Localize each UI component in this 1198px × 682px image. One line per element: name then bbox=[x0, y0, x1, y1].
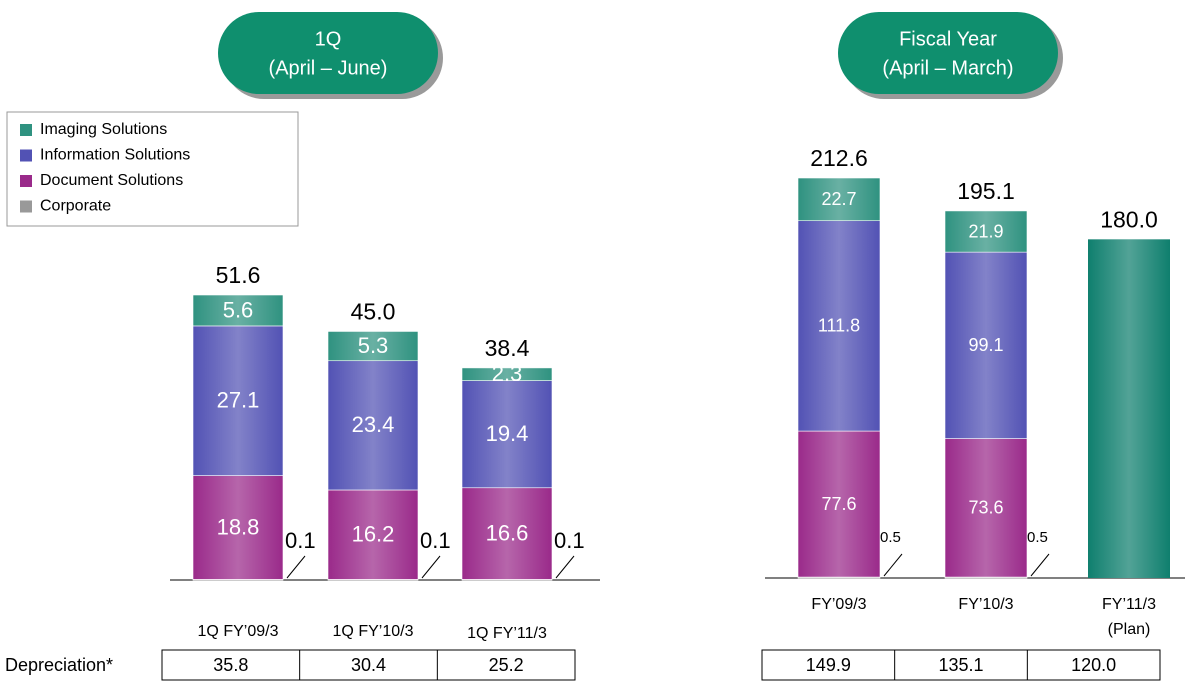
bar-shine bbox=[1088, 239, 1170, 578]
leader-line bbox=[286, 555, 306, 579]
segment-label: 99.1 bbox=[968, 335, 1003, 355]
total-label: 51.6 bbox=[216, 262, 261, 288]
segment-label: 19.4 bbox=[486, 421, 529, 446]
segment-label: 16.6 bbox=[486, 520, 529, 545]
corporate-label: 0.1 bbox=[554, 528, 585, 553]
bar-shine bbox=[945, 210, 1027, 253]
bar-shine bbox=[462, 487, 552, 580]
corporate-label: 0.5 bbox=[1027, 529, 1048, 546]
table-cell: 30.4 bbox=[351, 655, 386, 675]
table-box bbox=[161, 649, 576, 681]
legend-swatch bbox=[20, 200, 32, 213]
chart-title: 1Q bbox=[315, 28, 342, 50]
bar-shine bbox=[328, 360, 418, 490]
category-label: 1Q FY’10/3 bbox=[333, 623, 414, 640]
table-cell: 135.1 bbox=[938, 655, 983, 675]
legend-label: Information Solutions bbox=[40, 147, 190, 164]
chart-title: Fiscal Year bbox=[899, 28, 997, 50]
leader-line bbox=[555, 555, 575, 579]
table-box bbox=[761, 649, 1161, 681]
bar-shine bbox=[328, 331, 418, 361]
table-cell: 35.8 bbox=[213, 655, 248, 675]
total-label: 38.4 bbox=[485, 335, 530, 361]
chart-subtitle: (April – March) bbox=[882, 57, 1013, 79]
total-label: 45.0 bbox=[351, 299, 396, 325]
segment-label: 21.9 bbox=[968, 221, 1003, 241]
total-label: 180.0 bbox=[1100, 206, 1158, 232]
chart-subtitle: (April – June) bbox=[269, 57, 388, 79]
table-cell: 120.0 bbox=[1071, 655, 1116, 675]
bar-shine bbox=[945, 577, 1027, 578]
total-label: 212.6 bbox=[810, 145, 868, 171]
segment-label: 27.1 bbox=[217, 388, 260, 413]
segment-label: 111.8 bbox=[818, 316, 860, 336]
bar-shine bbox=[798, 220, 880, 432]
segment-label: 2.3 bbox=[492, 361, 523, 386]
bar-shine bbox=[945, 252, 1027, 439]
legend-swatch bbox=[20, 175, 32, 187]
bar-shine bbox=[798, 178, 880, 221]
segment-label: 5.6 bbox=[223, 297, 254, 322]
leader-line bbox=[883, 553, 903, 577]
table-cell: 25.2 bbox=[489, 655, 524, 675]
corporate-label: 0.5 bbox=[880, 529, 901, 546]
segment-label: 77.6 bbox=[821, 494, 856, 514]
leader-line bbox=[1030, 553, 1050, 577]
category-label: FY’11/3 bbox=[1102, 596, 1156, 613]
segment-label: 5.3 bbox=[358, 333, 389, 358]
bar-shine bbox=[462, 367, 552, 381]
segment-label: 73.6 bbox=[968, 498, 1003, 518]
category-label: FY’10/3 bbox=[958, 596, 1013, 613]
category-label: 1Q FY’09/3 bbox=[198, 623, 279, 640]
bar-shine bbox=[798, 431, 880, 578]
category-label: FY’09/3 bbox=[811, 596, 866, 613]
segment-label: 18.8 bbox=[217, 514, 260, 539]
table-cell: 149.9 bbox=[806, 655, 851, 675]
leader-line bbox=[421, 555, 441, 579]
segment-label: 16.2 bbox=[352, 522, 395, 547]
bar-shine bbox=[328, 489, 418, 580]
table-label: Depreciation* bbox=[5, 655, 113, 675]
total-label: 195.1 bbox=[957, 178, 1015, 204]
bar-shine bbox=[193, 325, 283, 476]
title-pill bbox=[838, 12, 1058, 94]
legend-swatch bbox=[20, 149, 32, 162]
bar-shine bbox=[193, 475, 283, 580]
segment-label: 22.7 bbox=[821, 189, 856, 209]
corporate-label: 0.1 bbox=[285, 528, 316, 553]
bar-shine bbox=[193, 295, 283, 326]
legend-label: Imaging Solutions bbox=[40, 121, 167, 138]
legend-box bbox=[6, 111, 299, 227]
category-label: 1Q FY’11/3 bbox=[467, 625, 547, 642]
legend-swatch bbox=[20, 124, 32, 136]
bar-shine bbox=[945, 438, 1027, 578]
title-pill bbox=[218, 12, 438, 94]
bar-shine bbox=[462, 380, 552, 488]
segment-label: 23.4 bbox=[352, 412, 395, 437]
legend-label: Corporate bbox=[40, 198, 111, 215]
corporate-label: 0.1 bbox=[420, 528, 451, 553]
bar-shine bbox=[798, 577, 880, 578]
legend-label: Document Solutions bbox=[40, 172, 183, 189]
category-note: (Plan) bbox=[1108, 621, 1151, 638]
